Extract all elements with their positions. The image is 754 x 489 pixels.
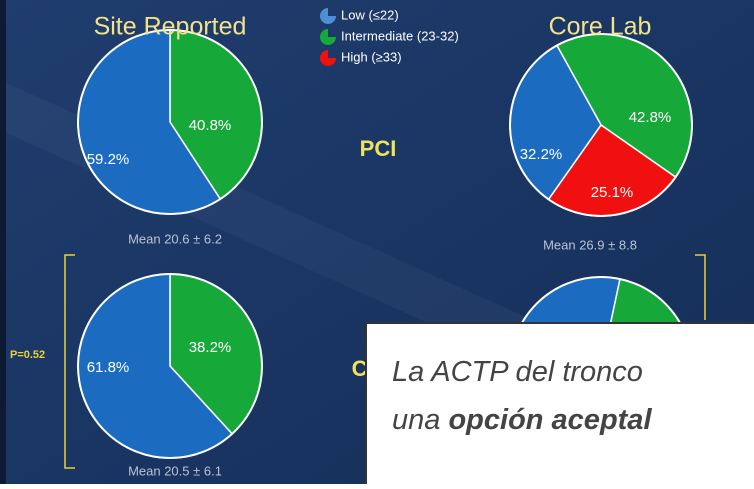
- left-edge: [0, 0, 6, 484]
- slice-label: 42.8%: [629, 109, 672, 126]
- pie-outline: [509, 33, 693, 217]
- pie: 61.8% 38.2%: [77, 273, 263, 459]
- legend-icon: [320, 50, 336, 66]
- legend-label: Intermediate (23-32): [341, 28, 459, 43]
- chart-title: Core Lab: [549, 13, 652, 41]
- legend-icon: [320, 8, 336, 24]
- slice-label: 32.2%: [520, 146, 563, 163]
- overlay-line: La ACTP del tronco: [392, 356, 643, 388]
- slice-label: 38.2%: [189, 339, 232, 356]
- slice-label: 25.1%: [591, 184, 634, 201]
- slice-label: 61.8%: [87, 359, 130, 376]
- legend-icon: [320, 29, 336, 45]
- overlay-box: [365, 322, 754, 489]
- pie-outline: [77, 29, 263, 215]
- overlay-text: una: [392, 404, 448, 436]
- chart-title: Site Reported: [94, 13, 247, 41]
- overlay-text: La ACTP del tronco: [392, 356, 643, 388]
- mean-label: Mean 20.5 ± 6.1: [128, 463, 222, 478]
- bracket: [695, 254, 706, 320]
- pie: 59.2% 40.8%: [77, 29, 263, 215]
- overlay: La ACTP del tronco una opción aceptal: [365, 322, 754, 489]
- legend-label: High (≥33): [341, 49, 402, 64]
- bracket: [64, 254, 75, 469]
- overlay-line: una opción aceptal: [392, 404, 652, 436]
- overlay-text: opción aceptal: [448, 404, 652, 436]
- pie: 32.2% 42.8% 25.1%: [509, 33, 693, 217]
- slice-label: 59.2%: [87, 151, 130, 168]
- pie-outline: [77, 273, 263, 459]
- p-value: P=0.52: [10, 349, 45, 361]
- mean-label: Mean 26.9 ± 8.8: [543, 237, 637, 252]
- row-label: PCI: [360, 136, 397, 161]
- slice-label: 40.8%: [189, 117, 232, 134]
- mean-label: Mean 20.6 ± 6.2: [128, 231, 222, 246]
- legend-label: Low (≤22): [341, 7, 399, 22]
